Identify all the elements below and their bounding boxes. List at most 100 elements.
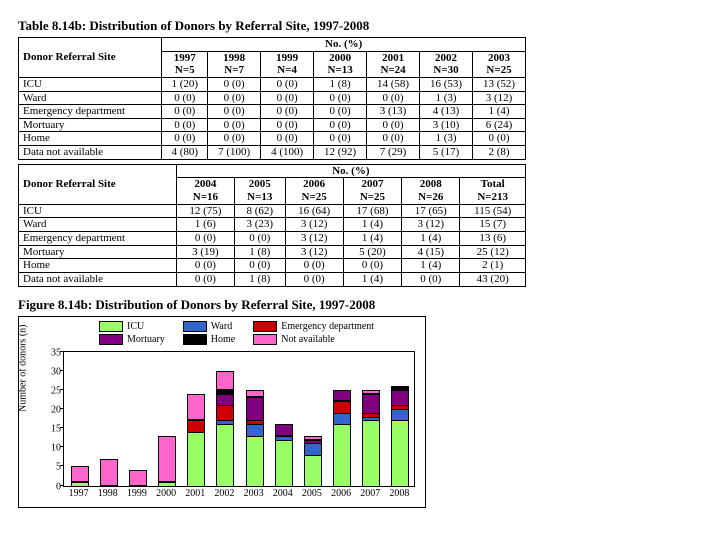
row-label: Data not available [19, 146, 162, 160]
cell: 4 (13) [420, 105, 473, 119]
row-label: Emergency department [19, 231, 177, 245]
legend-swatch [253, 334, 277, 345]
bar-segment [276, 440, 292, 486]
cell: 3 (12) [285, 218, 343, 232]
cell: 16 (53) [420, 77, 473, 91]
row-label: Home [19, 259, 177, 273]
y-tick: 5 [56, 462, 64, 473]
cell: 13 (52) [473, 77, 526, 91]
row-label: Emergency department [19, 105, 162, 119]
table-row: Home0 (0)0 (0)0 (0)0 (0)0 (0)1 (3)0 (0) [19, 132, 526, 146]
x-tick: 1997 [69, 486, 89, 499]
group-header: No. (%) [162, 38, 526, 52]
cell: 1 (6) [176, 218, 234, 232]
table-row: Mortuary0 (0)0 (0)0 (0)0 (0)0 (0)3 (10)6… [19, 118, 526, 132]
x-tick: 1998 [98, 486, 118, 499]
bar [391, 386, 409, 486]
cell: 12 (75) [176, 204, 234, 218]
plot-area: 0510152025303519971998199920002001200220… [63, 351, 415, 487]
row-label: Data not available [19, 272, 177, 286]
cell: 25 (12) [460, 245, 526, 259]
bar-segment [217, 405, 233, 420]
cell: 0 (0) [402, 272, 460, 286]
cell: 1 (20) [162, 77, 208, 91]
row-header: Donor Referral Site [19, 38, 162, 78]
cell: 12 (92) [314, 146, 367, 160]
legend: ICUMortuaryWardHomeEmergency departmentN… [99, 321, 374, 345]
bar [129, 470, 147, 485]
bar [246, 390, 264, 486]
bar-segment [188, 432, 204, 486]
cell: 4 (15) [402, 245, 460, 259]
cell: 0 (0) [208, 118, 261, 132]
legend-item: ICU [99, 321, 165, 332]
col-header: 2002N=30 [420, 51, 473, 77]
row-label: Mortuary [19, 118, 162, 132]
x-tick: 2002 [214, 486, 234, 499]
cell: 0 (0) [367, 132, 420, 146]
cell: 0 (0) [208, 105, 261, 119]
x-tick: 2005 [302, 486, 322, 499]
bar-segment [217, 424, 233, 485]
cell: 2 (8) [473, 146, 526, 160]
cell: 1 (8) [235, 272, 286, 286]
cell: 3 (12) [285, 231, 343, 245]
bar-segment [363, 394, 379, 413]
cell: 0 (0) [162, 91, 208, 105]
bar-segment [72, 466, 88, 481]
cell: 1 (3) [420, 132, 473, 146]
cell: 3 (23) [235, 218, 286, 232]
cell: 0 (0) [343, 259, 401, 273]
bar-segment [392, 409, 408, 420]
col-header: 2008N=26 [402, 178, 460, 204]
cell: 0 (0) [285, 272, 343, 286]
legend-item: Not available [253, 334, 374, 345]
legend-swatch [253, 321, 277, 332]
table-row: Mortuary3 (19)1 (8)3 (12)5 (20)4 (15)25 … [19, 245, 526, 259]
cell: 3 (13) [367, 105, 420, 119]
legend-label: Emergency department [281, 321, 374, 332]
bar-segment [305, 455, 321, 486]
table-row: ICU12 (75)8 (62)16 (64)17 (68)17 (65)115… [19, 204, 526, 218]
figure-title: Figure 8.14b: Distribution of Donors by … [18, 297, 702, 313]
row-label: ICU [19, 204, 177, 218]
cell: 0 (0) [208, 132, 261, 146]
legend-label: Mortuary [127, 334, 165, 345]
bar-segment [392, 390, 408, 405]
cell: 0 (0) [176, 231, 234, 245]
bar-segment [217, 394, 233, 405]
table-row: ICU1 (20)0 (0)0 (0)1 (8)14 (58)16 (53)13… [19, 77, 526, 91]
x-tick: 2000 [156, 486, 176, 499]
x-tick: 2003 [244, 486, 264, 499]
row-label: Ward [19, 218, 177, 232]
cell: 3 (12) [285, 245, 343, 259]
cell: 5 (20) [343, 245, 401, 259]
bar-segment [130, 470, 146, 485]
cell: 43 (20) [460, 272, 526, 286]
chart: ICUMortuaryWardHomeEmergency departmentN… [18, 316, 426, 508]
cell: 0 (0) [285, 259, 343, 273]
cell: 14 (58) [367, 77, 420, 91]
bar-segment [276, 424, 292, 435]
y-tick: 0 [56, 481, 64, 492]
cell: 0 (0) [314, 118, 367, 132]
group-header-2: No. (%) [176, 164, 525, 178]
table-1: Donor Referral Site No. (%) 1997N=51998N… [18, 37, 526, 160]
bar-segment [363, 420, 379, 485]
cell: 3 (19) [176, 245, 234, 259]
cell: 0 (0) [235, 231, 286, 245]
cell: 7 (29) [367, 146, 420, 160]
cell: 15 (7) [460, 218, 526, 232]
legend-swatch [183, 321, 207, 332]
y-tick: 25 [51, 385, 64, 396]
cell: 7 (100) [208, 146, 261, 160]
bar-segment [334, 424, 350, 485]
bar-segment [247, 390, 263, 398]
bar-segment [247, 436, 263, 486]
y-tick: 10 [51, 443, 64, 454]
table-title: Table 8.14b: Distribution of Donors by R… [18, 18, 702, 34]
cell: 3 (10) [420, 118, 473, 132]
y-tick: 15 [51, 424, 64, 435]
bar [275, 424, 293, 485]
cell: 1 (4) [473, 105, 526, 119]
